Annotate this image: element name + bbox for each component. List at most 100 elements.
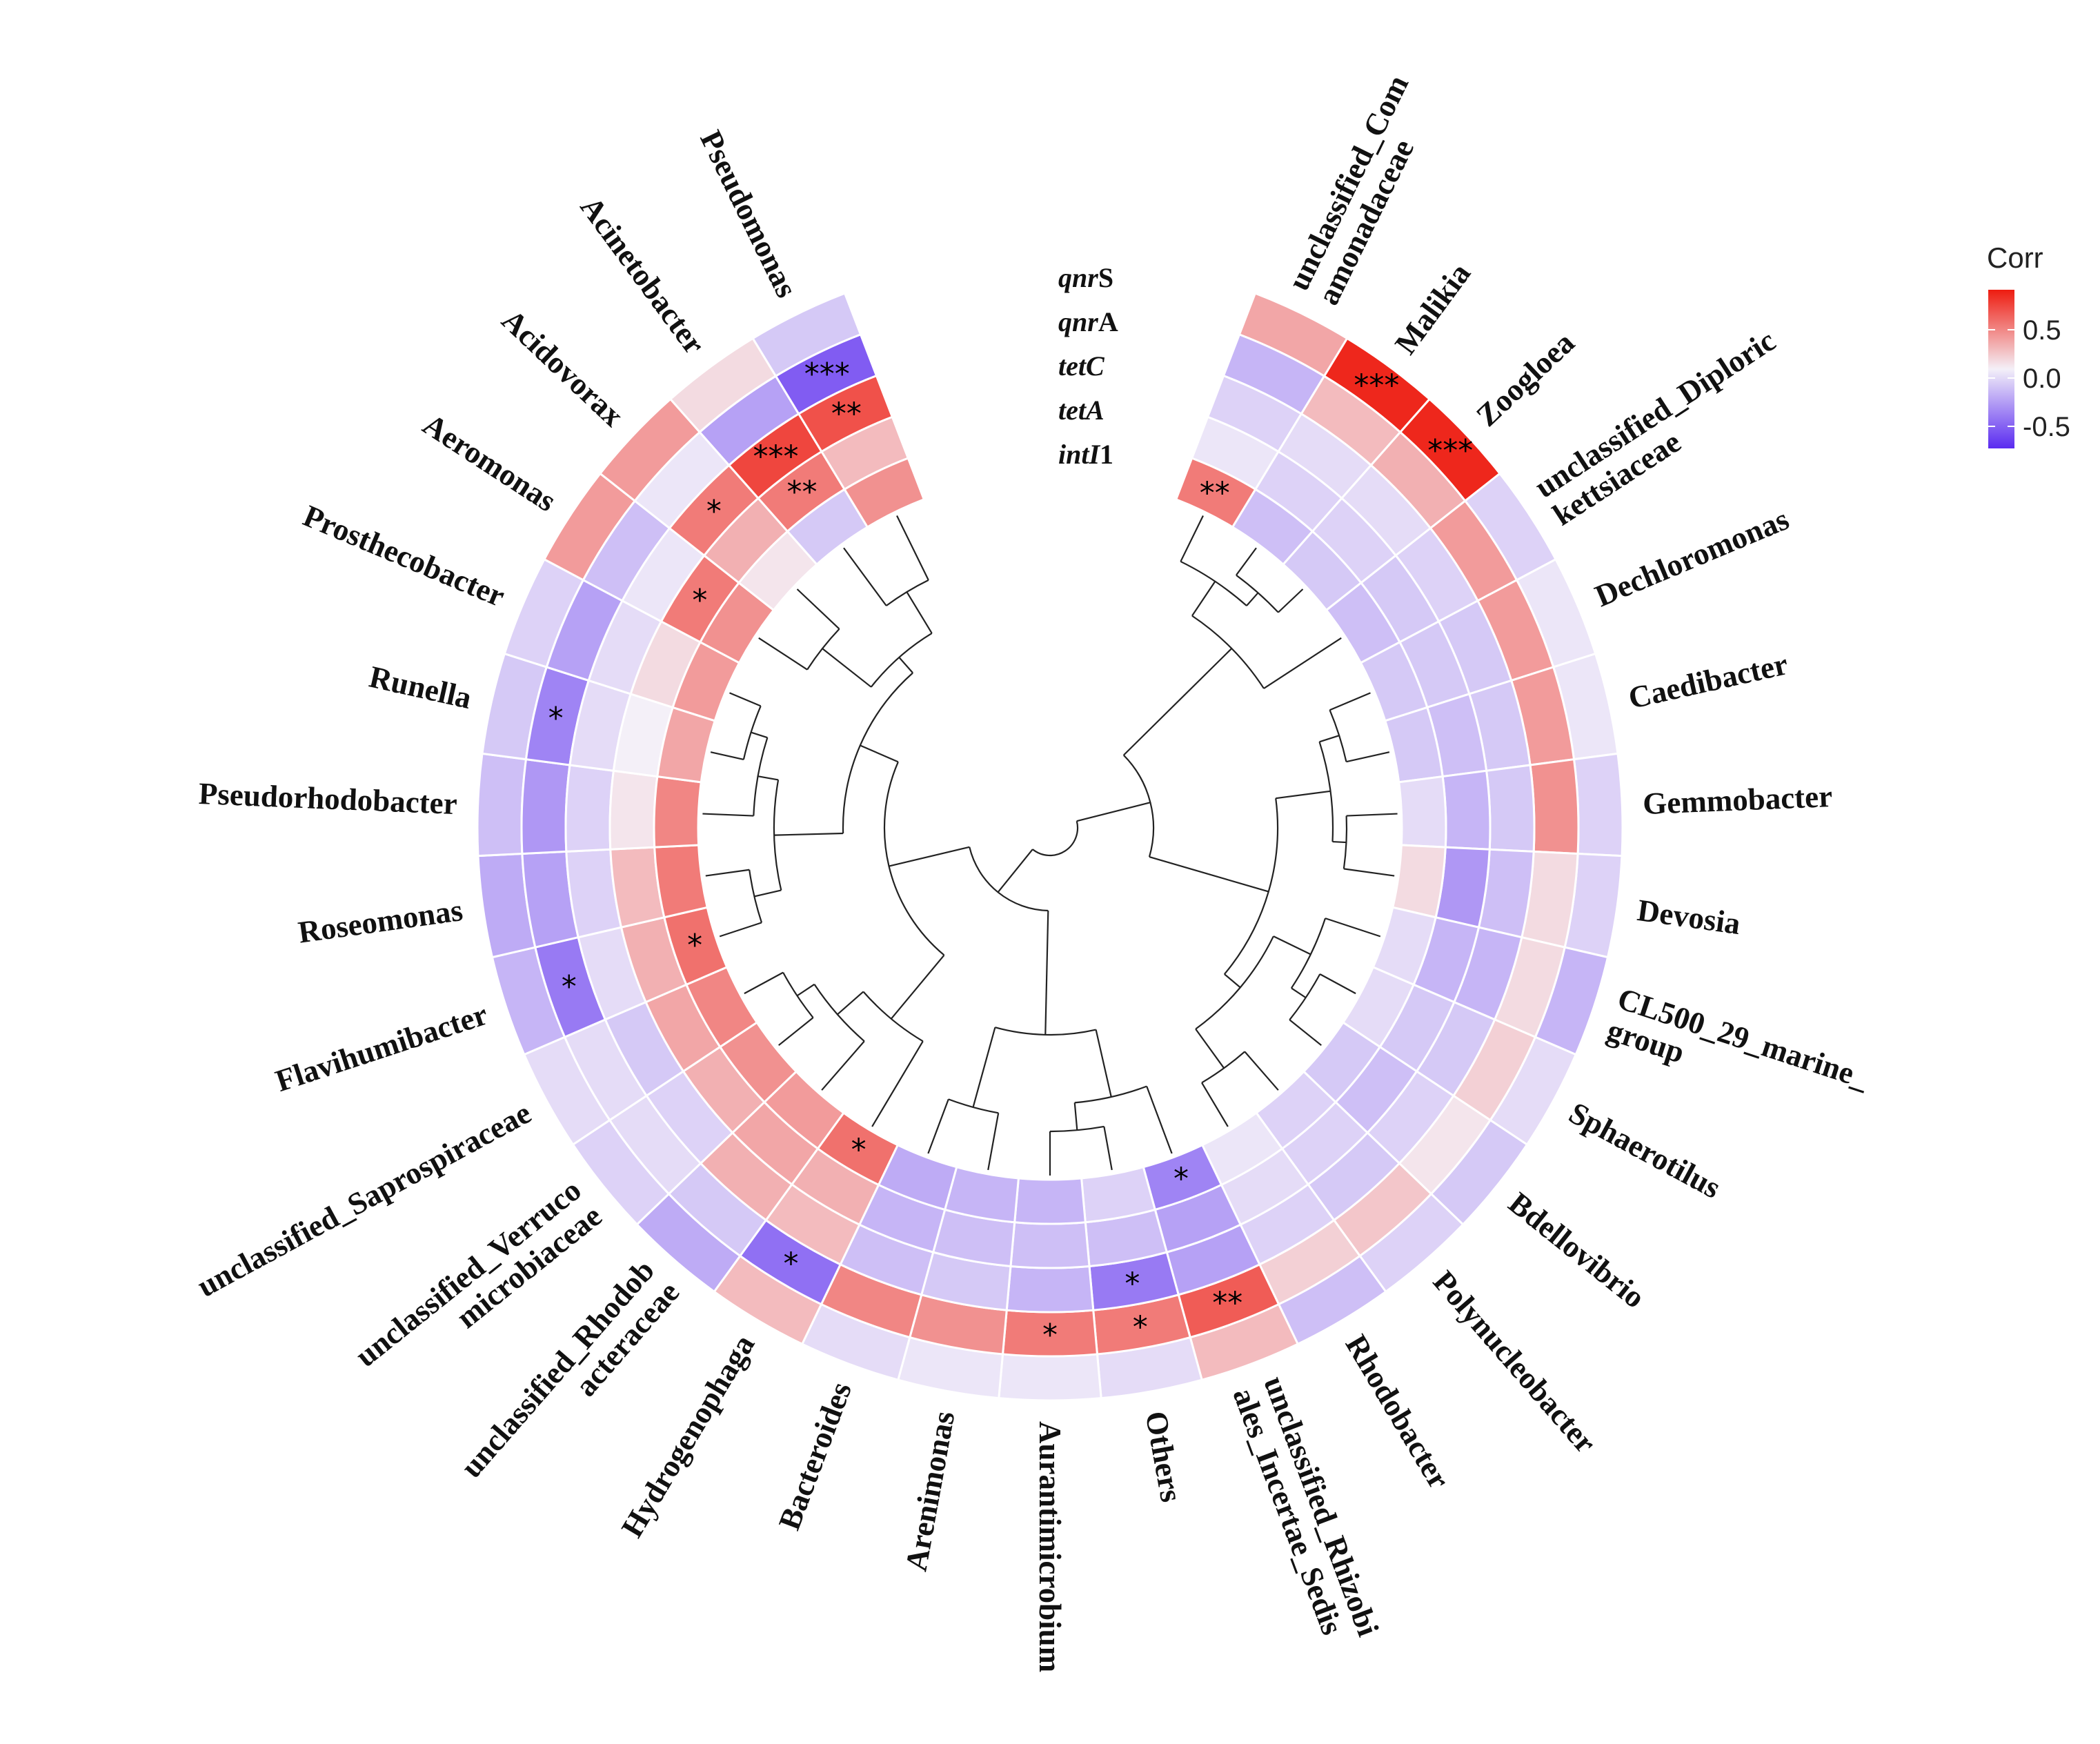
genus-label: Malikia — [1388, 257, 1477, 360]
heatmap-cell — [1441, 769, 1492, 851]
significance-star: * — [1133, 1309, 1148, 1345]
significance-star: ** — [831, 396, 862, 431]
significance-star: * — [1125, 1266, 1140, 1301]
dendrogram-branch — [1329, 692, 1371, 711]
dendrogram-branch — [757, 775, 779, 781]
gene-label-italic: qnr — [1058, 306, 1098, 337]
dendrogram-branch — [1246, 592, 1259, 606]
genus-label: Prosthecobacter — [299, 498, 511, 613]
dendrogram-branch — [1319, 973, 1356, 995]
genus-label-line: Gemmobacter — [1642, 779, 1833, 821]
dendrogram-branch — [1319, 735, 1340, 743]
heatmap-cell — [1009, 1221, 1091, 1269]
heatmap-cell — [476, 752, 528, 858]
significance-star: * — [562, 969, 577, 1004]
gene-label-suffix: A — [1098, 306, 1118, 337]
dendrogram-branch — [906, 591, 933, 634]
genus-label-line: Caedibacter — [1625, 646, 1791, 715]
gene-label-italic: tetC — [1058, 350, 1105, 382]
dendrogram-branch — [1044, 910, 1049, 1035]
significance-star: * — [706, 494, 722, 529]
genus-label: Gemmobacter — [1642, 779, 1833, 821]
legend-label-mid: 0.0 — [2023, 364, 2061, 394]
dendrogram-branch — [1236, 547, 1257, 576]
dendrogram — [702, 515, 1398, 1176]
significance-stars: ******************************* — [548, 357, 1474, 1353]
significance-star: * — [1173, 1162, 1189, 1197]
genus-label-line: Sphaerotilus — [1563, 1096, 1726, 1205]
dendrogram-branch — [1289, 1019, 1322, 1047]
genus-label-line: Malikia — [1388, 257, 1477, 360]
heatmap-cell — [520, 757, 571, 855]
color-legend: Corr 0.5 0.0 -0.5 — [1987, 241, 2070, 448]
dendrogram-branch — [822, 648, 872, 688]
genus-label-line: Pseudorhodobacter — [198, 776, 458, 821]
dendrogram-branch — [987, 1113, 1000, 1171]
dendrogram-branch — [997, 849, 1033, 893]
dendrogram-branch — [796, 588, 840, 630]
dendrogram-branch — [1076, 802, 1151, 822]
dendrogram-branch — [754, 889, 782, 898]
dendrogram-branch — [843, 547, 887, 606]
dendrogram-arc — [1122, 754, 1155, 858]
dendrogram-branch — [1273, 935, 1311, 955]
dendrogram-branch — [778, 1017, 814, 1047]
genus-label: Pseudorhodobacter — [198, 776, 458, 821]
dendrogram-branch — [1122, 648, 1233, 756]
heatmap-cell — [653, 844, 709, 919]
significance-star: * — [851, 1133, 866, 1168]
dendrogram-branch — [719, 922, 762, 938]
dendrogram-branch — [1149, 855, 1269, 893]
genus-label-line: Dechloromonas — [1590, 502, 1794, 613]
genus-label: Dechloromonas — [1590, 502, 1794, 613]
genus-label: CL500_29_marine_group — [1603, 981, 1874, 1127]
significance-star: ** — [1200, 475, 1230, 511]
dendrogram-branch — [1201, 1082, 1229, 1127]
dendrogram-branch — [705, 869, 750, 877]
genus-label: Flavihumibacter — [271, 997, 492, 1098]
genus-label: unclassified_Rhizobiales_Incertae_Sedis — [1227, 1371, 1386, 1652]
dendrogram-branch — [1346, 751, 1390, 763]
genus-label-line: Acinetobacter — [574, 190, 712, 361]
heatmap-cells — [476, 292, 1624, 1402]
gene-label: tetC — [1058, 350, 1105, 382]
dendrogram-branch — [1191, 581, 1216, 617]
significance-star: *** — [804, 357, 850, 392]
heatmap-cell — [1529, 757, 1580, 855]
heatmap-cell — [1398, 775, 1447, 849]
gene-label-italic: qnr — [1058, 262, 1098, 293]
genus-label: Others — [1139, 1409, 1189, 1505]
legend-title: Corr — [1987, 241, 2043, 274]
dendrogram-branch — [796, 983, 815, 997]
gene-label: qnrS — [1058, 262, 1113, 293]
genus-label: unclassified_Comamonadaceae — [1281, 70, 1445, 310]
heatmap-cell — [608, 769, 659, 851]
heatmap-cell — [1391, 844, 1447, 919]
significance-star: ** — [786, 475, 817, 510]
dendrogram-branch — [1103, 1126, 1113, 1171]
genus-label: Bdellovibrio — [1502, 1185, 1652, 1315]
heatmap-cell — [1013, 1177, 1087, 1225]
genus-label: Caedibacter — [1625, 646, 1791, 715]
genus-label: Roseomonas — [296, 893, 465, 950]
dendrogram-branch — [860, 744, 899, 763]
genus-label-line: Polynucleobacter — [1427, 1264, 1603, 1460]
significance-star: *** — [1354, 368, 1399, 404]
dendrogram-arc — [1191, 615, 1265, 689]
gene-label: tetA — [1058, 395, 1105, 426]
dendrogram-branch — [1291, 987, 1307, 999]
genus-label-line: Roseomonas — [296, 893, 465, 950]
gene-label: qnrA — [1058, 306, 1118, 337]
genus-label: Devosia — [1635, 893, 1742, 941]
genus-label-line: Pseudomonas — [693, 125, 804, 303]
dendrogram-arc — [1195, 935, 1274, 1030]
dendrogram-branch — [1343, 868, 1395, 877]
genus-label-line: Rhodobacter — [1339, 1329, 1457, 1494]
genus-label-line: Prosthecobacter — [299, 498, 511, 613]
dendrogram-branch — [1276, 790, 1331, 800]
genus-label-line: Hydrogenophaga — [615, 1329, 762, 1543]
dendrogram-branch — [1263, 637, 1342, 689]
genus-label-line: Aurantimicrobium — [1033, 1421, 1067, 1672]
dendrogram-branch — [1325, 918, 1381, 938]
